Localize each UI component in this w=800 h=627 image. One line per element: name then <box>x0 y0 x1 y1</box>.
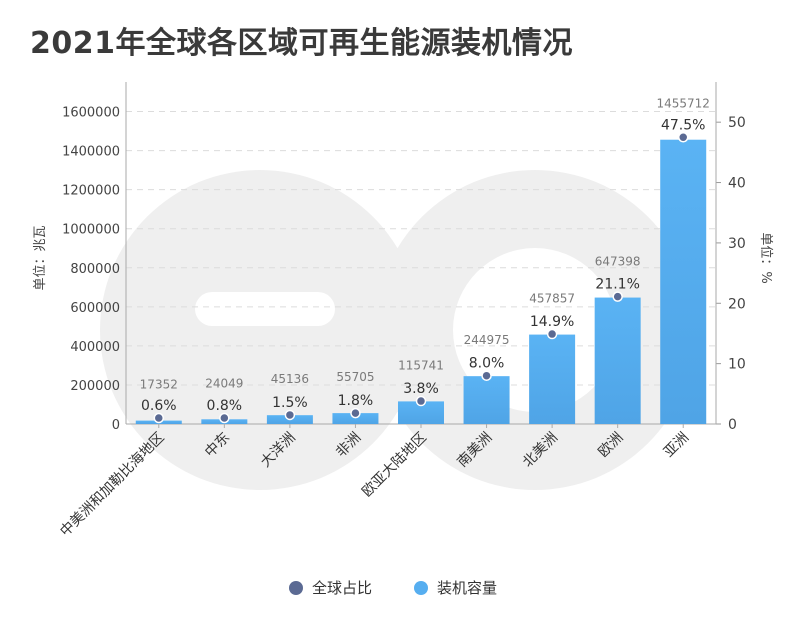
share-point <box>284 409 296 421</box>
share-point <box>219 412 230 424</box>
y-tick-label: 1000000 <box>62 223 120 238</box>
y2-tick-label: 50 <box>728 115 746 131</box>
y2-tick-label: 20 <box>728 296 746 312</box>
share-point-label: 0.6% <box>141 398 177 414</box>
bar-value-label: 24049 <box>205 376 243 390</box>
share-point <box>350 407 361 419</box>
share-point-label: 1.8% <box>338 393 374 409</box>
share-point-label: 8.0% <box>469 356 505 372</box>
bar <box>660 139 707 424</box>
y-tick-label: 800000 <box>70 262 120 277</box>
bar <box>332 413 379 424</box>
y-tick-label: 600000 <box>70 301 120 316</box>
legend-marker <box>289 581 303 595</box>
data-labels: 17352 0.6% 24049 0.8% 45136 1.5% 55705 1.8% 1157… <box>140 97 710 424</box>
y-tick-label: 400000 <box>70 340 120 355</box>
y2-tick-label: 10 <box>728 357 746 373</box>
bar-value-label: 457857 <box>529 292 575 306</box>
bars <box>135 139 707 424</box>
x-tick-label: 亚洲 <box>661 430 692 461</box>
x-tick-label: 中美洲和加勒比海地区 <box>57 430 167 540</box>
y2-tick-label: 0 <box>728 417 737 433</box>
share-point-label: 3.8% <box>403 381 439 397</box>
legend-marker <box>414 581 428 595</box>
share-point-label: 0.8% <box>207 398 243 414</box>
share-point-label: 21.1% <box>595 277 639 293</box>
y2-tick-label: 30 <box>728 236 746 252</box>
bar-value-label: 244975 <box>464 333 510 347</box>
share-point <box>415 395 427 407</box>
legend-label: 全球占比 <box>312 579 372 597</box>
share-point <box>153 412 165 424</box>
share-point <box>612 291 623 302</box>
bar-value-label: 55705 <box>336 370 374 384</box>
bar-value-label: 647398 <box>595 255 641 269</box>
y-tick-label: 1400000 <box>62 145 120 160</box>
chart-title: 2021年全球各区域可再生能源装机情况 <box>30 26 573 61</box>
share-point <box>481 370 492 381</box>
share-point-label: 14.9% <box>530 314 574 330</box>
bar <box>594 297 641 424</box>
bar-value-label: 45136 <box>271 372 309 386</box>
y-tick-label: 0 <box>112 418 120 433</box>
bar <box>529 334 576 424</box>
y-tick-label: 1600000 <box>62 106 120 121</box>
bar <box>398 401 444 424</box>
y2-axis-title: 单位：% <box>758 232 773 283</box>
bar-value-label: 115741 <box>398 358 444 372</box>
y-axis-title: 单位：兆瓦 <box>33 225 48 290</box>
y2-tick-label: 40 <box>728 176 746 192</box>
bar <box>463 376 510 424</box>
share-point <box>677 132 689 143</box>
bar-value-label: 1455712 <box>656 97 709 111</box>
legend-label: 装机容量 <box>437 579 497 597</box>
y-tick-label: 1200000 <box>62 184 120 199</box>
y-tick-label: 200000 <box>70 379 120 394</box>
share-point-label: 47.5% <box>661 117 705 133</box>
share-point <box>546 328 558 340</box>
share-point-label: 1.5% <box>272 395 308 411</box>
legend: 全球占比 装机容量 <box>289 579 497 597</box>
bar-value-label: 17352 <box>140 378 178 392</box>
